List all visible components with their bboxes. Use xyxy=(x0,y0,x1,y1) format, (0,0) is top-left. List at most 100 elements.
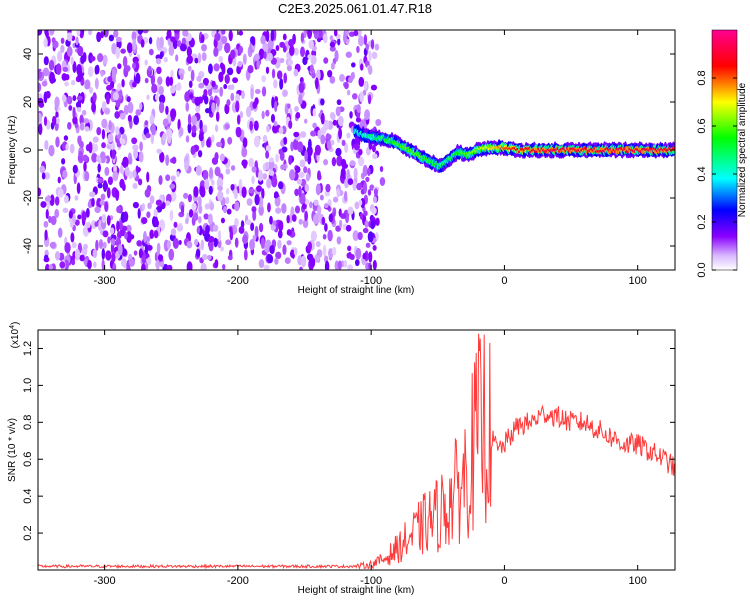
heat-cell xyxy=(357,156,364,167)
heat-cell xyxy=(269,244,275,255)
heat-cell xyxy=(100,30,104,39)
heat-cell xyxy=(193,212,199,221)
heat-cell xyxy=(146,94,150,100)
heat-cell xyxy=(344,81,349,90)
heat-cell xyxy=(126,96,131,103)
colorbar-ticks: 0.0 0.2 0.4 0.6 0.8 xyxy=(696,70,737,278)
heat-cell xyxy=(117,82,122,91)
heat-cell xyxy=(238,30,244,36)
heat-cell xyxy=(155,259,160,270)
heat-cell xyxy=(104,166,110,176)
heat-cell xyxy=(63,135,69,141)
heat-cell xyxy=(254,53,260,61)
heat-cell xyxy=(197,52,202,64)
heat-cell xyxy=(363,34,368,46)
heat-cell xyxy=(64,81,69,87)
heat-cell xyxy=(198,132,204,142)
heat-cell xyxy=(241,146,248,158)
heat-cell xyxy=(112,262,117,270)
heat-cell xyxy=(341,139,346,147)
heat-cell xyxy=(300,46,306,58)
heat-cell xyxy=(227,136,233,145)
heat-cell xyxy=(163,56,168,63)
heat-cell xyxy=(165,105,169,115)
heat-cell xyxy=(211,80,216,88)
heat-cell xyxy=(101,118,108,129)
heat-cell xyxy=(67,122,72,130)
heat-cell xyxy=(343,32,347,44)
heat-cell xyxy=(293,47,299,56)
heat-cell xyxy=(225,168,231,175)
x-tick-label: 0 xyxy=(501,575,507,587)
heat-cell xyxy=(165,200,171,206)
heat-cell xyxy=(92,92,97,103)
heat-cell xyxy=(156,37,161,49)
heat-cell xyxy=(293,131,300,138)
heat-cell xyxy=(94,221,99,227)
heat-cell xyxy=(154,219,160,228)
heat-cell xyxy=(186,261,193,270)
heat-cell xyxy=(195,248,201,258)
heat-cell xyxy=(347,178,354,186)
heat-cell xyxy=(320,134,326,145)
heat-cell xyxy=(337,115,344,127)
heat-cell xyxy=(77,45,84,57)
heat-cell xyxy=(191,124,197,134)
heat-cell xyxy=(307,54,313,60)
heat-cell xyxy=(62,66,69,72)
heat-cell xyxy=(216,141,223,148)
heat-cell xyxy=(322,233,327,240)
heat-cell xyxy=(83,243,88,250)
heat-cell xyxy=(181,37,187,46)
heat-cell xyxy=(327,229,333,242)
heat-cell xyxy=(340,158,347,168)
heat-cell xyxy=(263,51,267,60)
heat-cell xyxy=(96,31,102,43)
heat-cell xyxy=(357,35,365,47)
heat-cell xyxy=(195,105,201,113)
heat-cell xyxy=(275,44,280,52)
heat-cell xyxy=(206,138,211,148)
heat-cell xyxy=(230,165,236,171)
snr-y-axis: 0.2 0.4 0.6 0.8 1.0 1.2 xyxy=(22,341,675,541)
heat-cell xyxy=(219,86,224,97)
snr-y-multiplier: (x104) xyxy=(9,322,21,349)
heat-cell xyxy=(98,238,104,250)
heat-cell xyxy=(371,207,377,215)
heat-cell xyxy=(156,148,163,154)
heat-cell xyxy=(89,191,96,198)
heat-cell xyxy=(147,202,152,210)
heat-cell xyxy=(284,257,291,265)
heat-cell xyxy=(312,30,319,35)
heat-cell xyxy=(214,32,221,42)
heat-cell xyxy=(119,112,126,120)
heat-cell xyxy=(309,64,314,73)
heat-cell xyxy=(224,42,231,54)
heat-cell xyxy=(105,250,112,261)
heat-cell xyxy=(222,264,226,270)
y-tick-label: 1.2 xyxy=(22,341,34,356)
heat-cell xyxy=(206,255,212,261)
heat-cell xyxy=(135,72,141,84)
heat-cell xyxy=(266,125,270,133)
heat-cell xyxy=(208,235,215,243)
heat-cell xyxy=(123,211,129,223)
heat-cell xyxy=(52,115,57,126)
heat-cell xyxy=(162,132,167,142)
heat-cell xyxy=(226,208,232,215)
heat-cell xyxy=(115,46,121,59)
heat-cell xyxy=(102,180,108,193)
heat-cell xyxy=(274,100,278,112)
heat-cell xyxy=(282,33,287,41)
heat-cell xyxy=(309,201,313,209)
heat-cell xyxy=(129,156,133,165)
heat-cell xyxy=(248,188,255,194)
heat-cell xyxy=(101,128,106,140)
heat-cell xyxy=(111,68,117,80)
heat-cell xyxy=(312,108,317,117)
heat-cell xyxy=(329,111,336,120)
heat-cell xyxy=(208,167,214,179)
heat-cell xyxy=(362,227,369,234)
heat-cell xyxy=(333,30,338,37)
heat-cell xyxy=(43,172,51,180)
